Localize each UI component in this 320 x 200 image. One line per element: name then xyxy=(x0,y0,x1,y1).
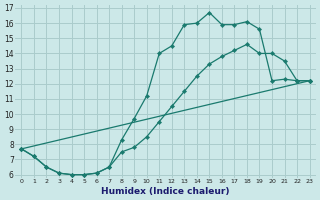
X-axis label: Humidex (Indice chaleur): Humidex (Indice chaleur) xyxy=(101,187,230,196)
